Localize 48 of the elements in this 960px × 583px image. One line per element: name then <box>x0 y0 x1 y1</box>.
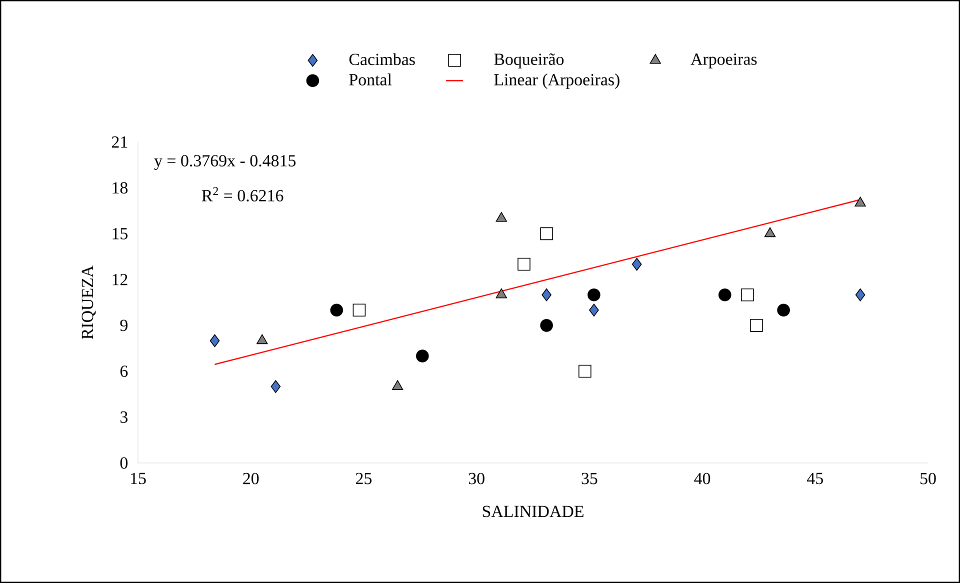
point <box>578 364 592 378</box>
point <box>210 334 220 348</box>
legend-label: Pontal <box>349 74 392 86</box>
y-tick-label: 18 <box>112 182 128 194</box>
point <box>718 288 732 302</box>
point <box>496 212 508 222</box>
legend-label: Cacimbas <box>349 53 415 66</box>
annotation: R$^{2}$ = 0.6216 <box>202 187 284 202</box>
x-axis-title: SALINIDADE <box>482 506 584 518</box>
point <box>518 258 530 271</box>
y-tick-label: 9 <box>120 320 128 332</box>
y-tick-label: 15 <box>112 228 128 240</box>
point <box>588 288 600 302</box>
y-tick-label: 0 <box>120 457 128 469</box>
point <box>741 288 754 302</box>
x-tick-label: 35 <box>582 472 598 484</box>
y-tick-label: 21 <box>112 136 128 148</box>
x-tick-label: 50 <box>920 472 936 484</box>
point <box>540 319 553 332</box>
point <box>540 227 553 240</box>
point <box>777 304 790 317</box>
point <box>270 380 281 393</box>
point <box>854 196 866 207</box>
x-tick-label: 15 <box>131 472 146 484</box>
point <box>496 288 508 298</box>
point <box>256 334 268 344</box>
point <box>330 304 344 317</box>
point <box>855 288 866 302</box>
x-tick-label: 45 <box>807 472 823 484</box>
point <box>542 288 552 302</box>
point <box>750 319 763 332</box>
x-tick-label: 30 <box>468 472 484 484</box>
point <box>416 350 429 362</box>
legend-label: Boqueirão <box>494 53 564 68</box>
y-tick-label: 12 <box>112 274 128 286</box>
x-tick-label: 40 <box>694 472 710 484</box>
y-tick-label: 3 <box>120 411 128 423</box>
y-axis-title: RIQUEZA <box>82 265 96 340</box>
x-tick-label: 25 <box>356 472 372 484</box>
x-tick-label: 20 <box>243 472 259 484</box>
annotation: y = 0.3769x - 0.4815 <box>154 155 296 170</box>
y-tick-label: 6 <box>120 366 128 377</box>
point <box>764 227 776 238</box>
point <box>632 258 642 271</box>
legend-label: Linear (Arpoeiras) <box>494 74 620 89</box>
point <box>589 304 599 317</box>
point <box>352 304 366 317</box>
legend-label: Arpoeiras <box>690 53 757 68</box>
